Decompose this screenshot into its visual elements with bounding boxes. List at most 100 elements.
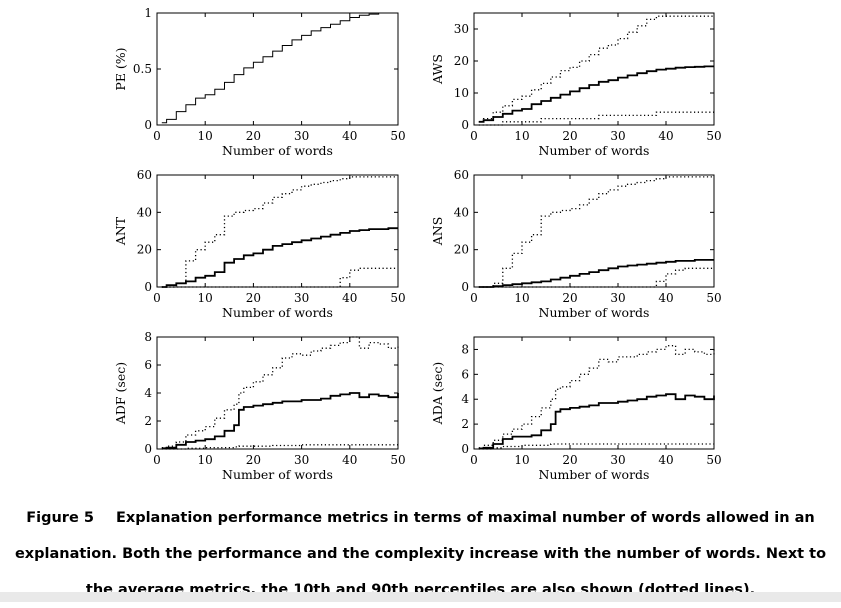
- series-line-1: [161, 227, 398, 288]
- x-axis-label: Number of words: [222, 305, 333, 320]
- x-tick-label: 50: [706, 129, 721, 143]
- x-tick-label: 30: [294, 291, 309, 305]
- axes-box: [473, 336, 715, 450]
- caption-line-1: Figure 5 Explanation performance metrics …: [0, 500, 841, 536]
- x-tick-label: 20: [562, 453, 577, 467]
- y-tick-label: 6: [461, 367, 469, 381]
- x-tick-label: 0: [470, 453, 478, 467]
- x-tick-label: 50: [390, 453, 405, 467]
- y-tick-label: 0: [461, 442, 469, 456]
- caption-figure-number: Figure 5: [26, 510, 94, 526]
- x-tick-label: 20: [562, 129, 577, 143]
- y-tick-label: 60: [454, 168, 469, 182]
- x-tick-label: 0: [153, 453, 161, 467]
- series-line-1: [161, 12, 398, 124]
- y-tick-label: 0: [144, 280, 152, 294]
- y-tick-label: 4: [144, 386, 152, 400]
- x-tick-label: 0: [153, 129, 161, 143]
- chart-panel-6: 0 10 20 30 40 50 0 2 4 6 8 Number of words ADA (sec): [430, 336, 722, 482]
- x-tick-label: 20: [246, 453, 261, 467]
- x-tick-label: 10: [198, 291, 213, 305]
- y-tick-label: 2: [461, 417, 469, 431]
- series-line-2: [478, 345, 715, 449]
- x-tick-label: 10: [514, 129, 529, 143]
- series-line-2: [161, 336, 399, 449]
- axes-box: [473, 174, 715, 288]
- bottom-bar: [0, 592, 841, 602]
- x-tick-label: 50: [706, 453, 721, 467]
- x-tick-label: 20: [246, 291, 261, 305]
- chart-panel-5: 0 10 20 30 40 50 0 2 4 6 8 Number of words ADF (sec): [113, 330, 406, 482]
- y-tick-label: 20: [454, 243, 469, 257]
- y-axis-label: PE (%): [113, 47, 128, 90]
- caption-line-2: explanation. Both the performance and th…: [14, 546, 827, 562]
- x-tick-label: 10: [514, 291, 529, 305]
- x-tick-label: 40: [658, 291, 673, 305]
- y-tick-label: 0: [144, 442, 152, 456]
- x-tick-label: 40: [342, 129, 357, 143]
- y-tick-label: 60: [137, 168, 152, 182]
- x-tick-label: 40: [342, 453, 357, 467]
- x-axis-label: Number of words: [222, 467, 333, 482]
- x-tick-label: 10: [198, 453, 213, 467]
- x-tick-label: 50: [706, 291, 721, 305]
- x-tick-label: 0: [470, 291, 478, 305]
- axes-box: [156, 174, 399, 288]
- y-axis-label: ANS: [430, 217, 445, 247]
- x-tick-label: 0: [470, 129, 478, 143]
- x-axis-label: Number of words: [539, 143, 650, 158]
- x-tick-label: 30: [610, 291, 625, 305]
- caption-line-3: the average metrics, the 10th and 90th p…: [85, 582, 756, 598]
- y-tick-label: 10: [454, 86, 469, 100]
- x-tick-label: 40: [658, 129, 673, 143]
- x-tick-label: 30: [294, 129, 309, 143]
- series-line-1: [478, 393, 715, 450]
- series-line-1: [161, 392, 399, 450]
- y-axis-label: ADF (sec): [113, 362, 128, 425]
- y-tick-label: 2: [144, 414, 152, 428]
- series-line-2: [478, 176, 714, 288]
- y-tick-label: 0: [144, 118, 152, 132]
- axes-box: [473, 12, 715, 126]
- y-tick-label: 8: [144, 330, 152, 344]
- x-axis-label: Number of words: [222, 143, 333, 158]
- series-line-1: [478, 258, 714, 288]
- x-tick-label: 40: [658, 453, 673, 467]
- axes-box: [156, 12, 399, 126]
- y-tick-label: 20: [137, 243, 152, 257]
- series-line-3: [161, 444, 398, 450]
- axes-box: [156, 336, 399, 450]
- y-tick-label: 40: [454, 205, 469, 219]
- x-tick-label: 20: [562, 291, 577, 305]
- x-tick-label: 10: [198, 129, 213, 143]
- chart-panel-4: 0 10 20 30 40 50 0 20 40 60 Number of words ANS: [430, 168, 722, 320]
- y-tick-label: 4: [461, 392, 469, 406]
- y-tick-label: 0: [461, 118, 469, 132]
- series-line-3: [478, 443, 714, 450]
- x-axis-label: Number of words: [539, 305, 650, 320]
- x-tick-label: 30: [610, 453, 625, 467]
- x-tick-label: 50: [390, 129, 405, 143]
- y-tick-label: 8: [461, 342, 469, 356]
- series-line-2: [161, 176, 398, 288]
- chart-panel-3: 0 10 20 30 40 50 0 20 40 60 Number of words ANT: [113, 168, 406, 320]
- x-tick-label: 40: [342, 291, 357, 305]
- caption-text-1: Explanation performance metrics in terms…: [115, 510, 815, 526]
- x-tick-label: 30: [294, 453, 309, 467]
- x-tick-label: 50: [390, 291, 405, 305]
- y-tick-label: 1: [144, 6, 152, 20]
- series-line-2: [478, 15, 714, 123]
- y-tick-label: 0: [461, 280, 469, 294]
- y-tick-label: 30: [454, 22, 469, 36]
- x-tick-label: 30: [610, 129, 625, 143]
- y-tick-label: 6: [144, 358, 152, 372]
- chart-panel-1: 0 10 20 30 40 50 0 0.5 1 Number of words PE (%): [113, 6, 406, 158]
- x-axis-label: Number of words: [539, 467, 650, 482]
- y-tick-label: 20: [454, 54, 469, 68]
- series-line-1: [478, 65, 714, 123]
- series-line-3: [161, 267, 398, 288]
- y-tick-label: 0.5: [133, 62, 152, 76]
- x-tick-label: 20: [246, 129, 261, 143]
